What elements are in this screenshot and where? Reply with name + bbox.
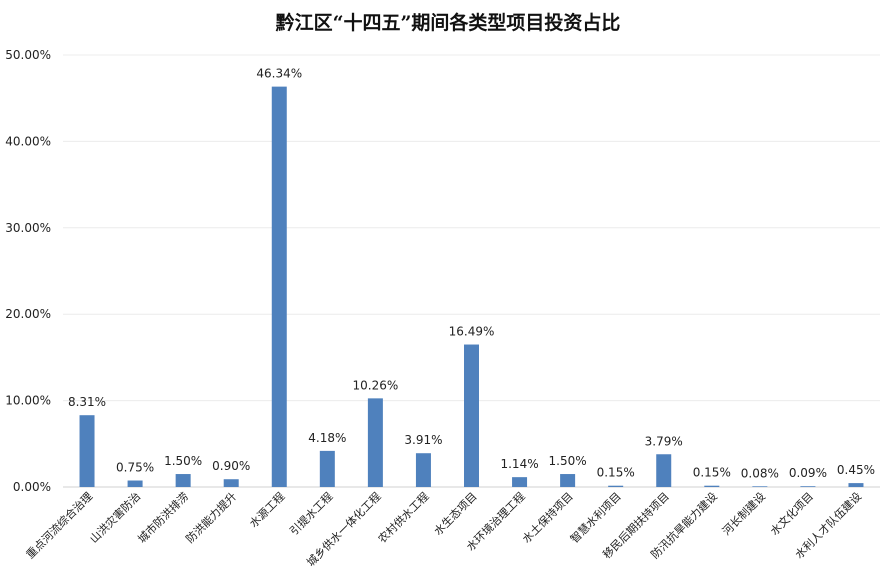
x-tick-label: 水文化项目 [767, 489, 816, 538]
bar [175, 474, 191, 487]
bar [223, 479, 239, 487]
data-label: 1.50% [549, 454, 587, 468]
bar [367, 398, 383, 487]
x-tick-label: 引提水工程 [287, 489, 336, 538]
bar [656, 454, 672, 487]
y-tick-label: 50.00% [5, 48, 51, 62]
data-label: 8.31% [68, 395, 106, 409]
x-tick-label: 重点河流综合治理 [23, 489, 95, 561]
data-label: 0.75% [116, 461, 154, 475]
y-tick-label: 20.00% [5, 307, 51, 321]
data-label: 10.26% [352, 378, 398, 392]
x-tick-label: 水生态项目 [431, 489, 480, 538]
x-tick-label: 河长制建设 [719, 489, 768, 538]
data-label: 0.15% [693, 466, 731, 480]
x-tick-label: 水源工程 [246, 489, 287, 530]
data-label: 3.91% [404, 433, 442, 447]
data-labels: 8.31% 0.75% 1.50% 0.90% 46.34% 4.18% 10.26% 3.9… [68, 67, 875, 481]
data-label: 3.79% [645, 434, 683, 448]
data-label: 1.14% [500, 457, 538, 471]
data-label: 1.50% [164, 454, 202, 468]
data-label: 0.90% [212, 459, 250, 473]
bar [752, 486, 768, 487]
y-tick-label: 0.00% [13, 480, 51, 494]
data-label: 0.45% [837, 463, 875, 477]
bar [79, 415, 95, 487]
bar [848, 483, 864, 487]
y-tick-label: 10.00% [5, 394, 51, 408]
x-tick-label: 农村供水工程 [375, 489, 432, 546]
bar [608, 485, 624, 487]
bar [464, 344, 479, 487]
x-tick-label: 防洪能力提升 [183, 489, 240, 546]
data-label: 0.09% [789, 466, 827, 480]
data-label: 16.49% [449, 325, 495, 339]
data-label: 0.08% [741, 466, 779, 480]
chart-title: 黔江区“十四五”期间各类型项目投资占比 [275, 12, 621, 34]
bar [800, 486, 816, 487]
data-label: 46.34% [256, 67, 302, 81]
data-label: 0.15% [597, 466, 635, 480]
data-label: 4.18% [308, 431, 346, 445]
bar [704, 485, 720, 487]
axes: 0.00% 10.00% 20.00% 30.00% 40.00% 50.00% [5, 48, 880, 494]
bar [560, 474, 576, 487]
y-tick-label: 30.00% [5, 221, 51, 235]
bar [512, 477, 528, 487]
bar [319, 450, 335, 487]
y-tick-label: 40.00% [5, 134, 51, 148]
bar [415, 453, 431, 487]
bar [127, 480, 143, 487]
bar [271, 86, 287, 487]
bars [79, 86, 864, 487]
